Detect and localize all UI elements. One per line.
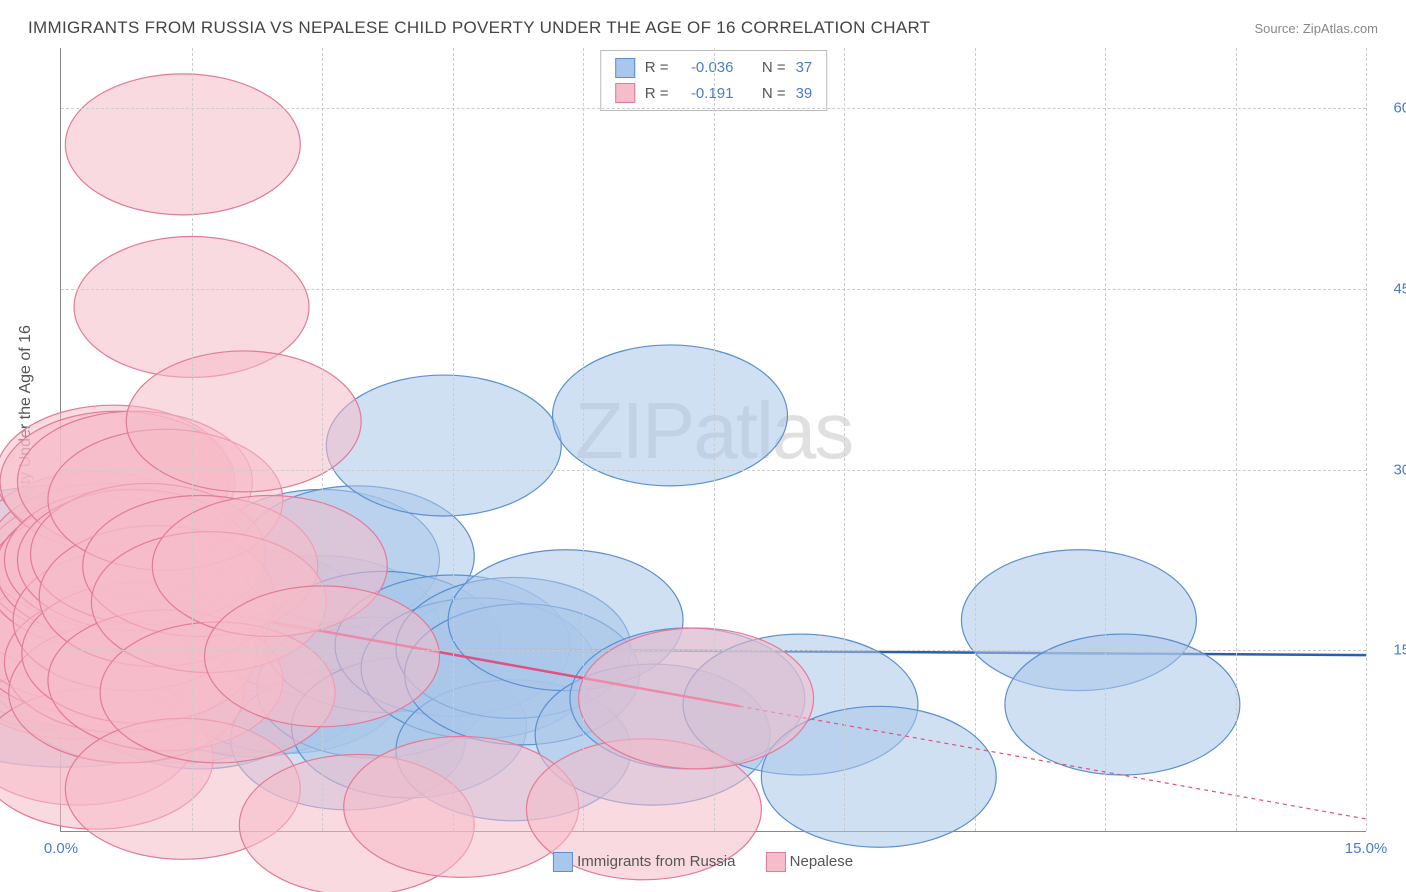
y-tick-label: 45.0% xyxy=(1376,280,1406,297)
y-tick-label: 15.0% xyxy=(1376,642,1406,659)
gridline-v xyxy=(583,48,584,831)
gridline-v xyxy=(1236,48,1237,831)
gridline-v xyxy=(975,48,976,831)
plot-area: ZIPatlas R =-0.036 N = 37R =-0.191 N = 3… xyxy=(60,48,1366,832)
gridline-v xyxy=(1366,48,1367,831)
gridline-v xyxy=(1105,48,1106,831)
legend-series-label: Immigrants from Russia xyxy=(577,853,735,870)
x-tick-label: 15.0% xyxy=(1345,840,1388,857)
y-tick-label: 60.0% xyxy=(1376,100,1406,117)
y-tick-label: 30.0% xyxy=(1376,461,1406,478)
legend-swatch xyxy=(615,83,635,103)
legend-series: Immigrants from Russia Nepalese xyxy=(553,852,853,872)
x-tick-label: 0.0% xyxy=(44,840,78,857)
gridline-v xyxy=(322,48,323,831)
gridline-v xyxy=(844,48,845,831)
legend-swatch xyxy=(765,852,785,872)
legend-series-item: Nepalese xyxy=(765,852,853,872)
source-label: Source: ZipAtlas.com xyxy=(1254,21,1378,36)
chart-title: IMMIGRANTS FROM RUSSIA VS NEPALESE CHILD… xyxy=(28,18,930,38)
legend-series-label: Nepalese xyxy=(790,853,853,870)
gridline-v xyxy=(192,48,193,831)
legend-swatch xyxy=(615,58,635,78)
legend-series-item: Immigrants from Russia xyxy=(553,852,736,872)
gridline-v xyxy=(453,48,454,831)
legend-swatch xyxy=(553,852,573,872)
gridline-v xyxy=(714,48,715,831)
